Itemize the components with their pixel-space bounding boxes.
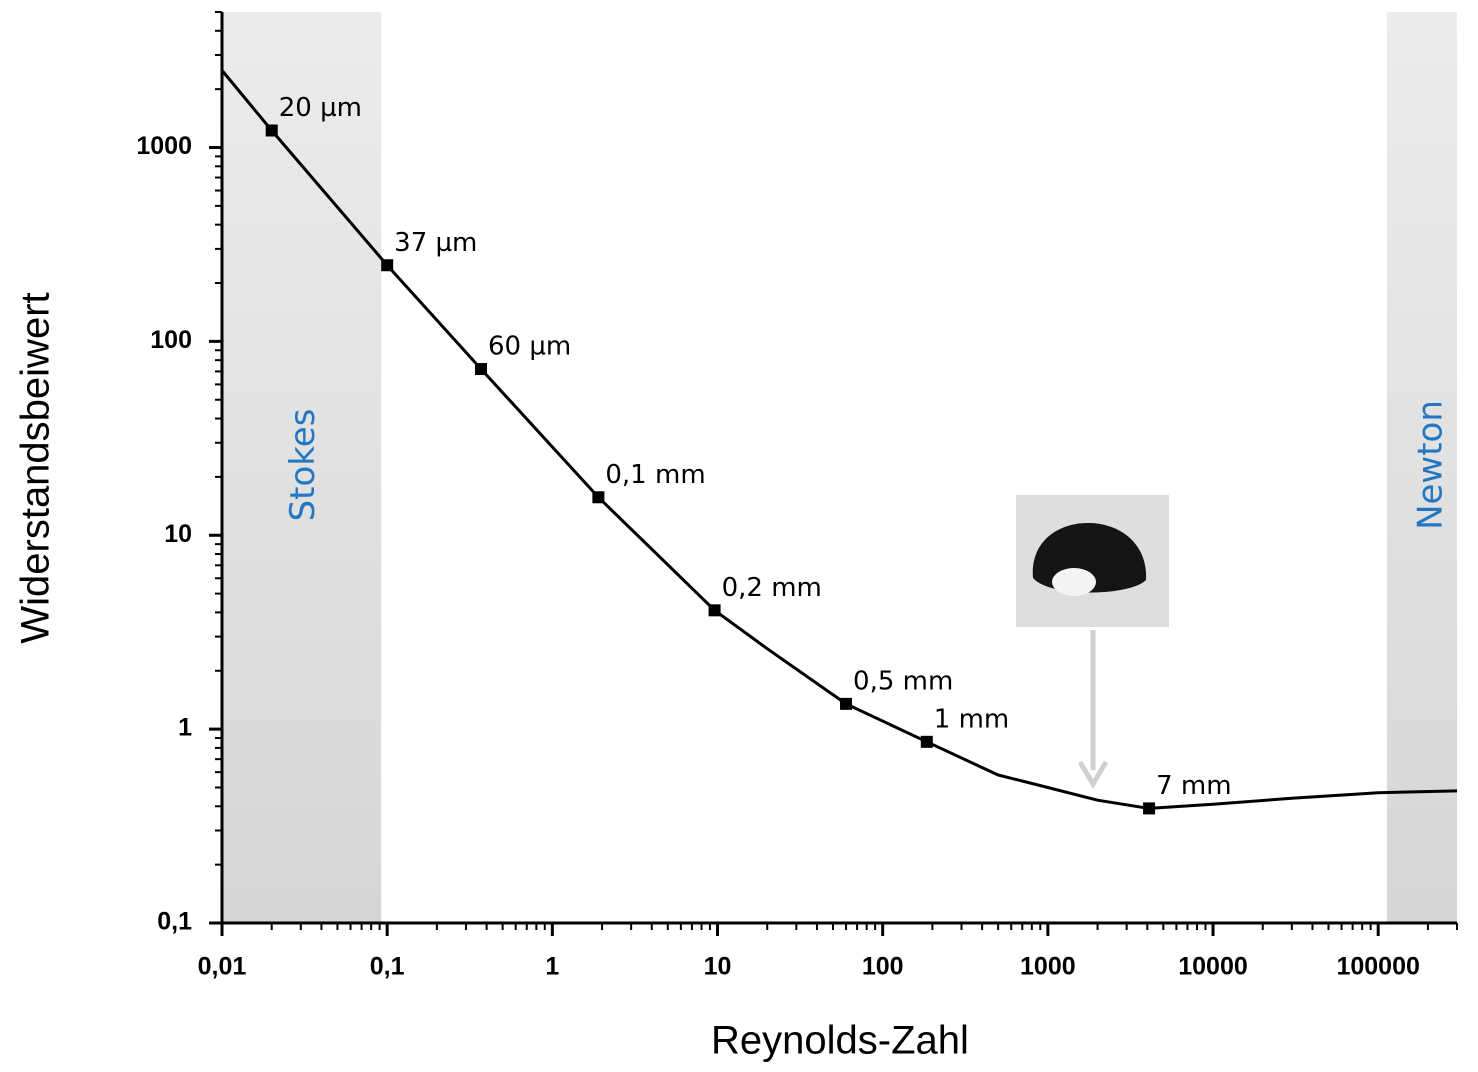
- x-axis-title: Reynolds-Zahl: [711, 1019, 969, 1063]
- point-marker: [592, 491, 605, 504]
- point-marker: [840, 697, 853, 710]
- x-tick-label: 10: [704, 953, 732, 981]
- point-marker: [708, 604, 721, 617]
- y-axis-title: Widerstandsbeiwert: [14, 292, 58, 643]
- point-marker: [920, 735, 933, 748]
- x-tick-label: 0,01: [198, 953, 247, 981]
- x-tick-label: 0,1: [370, 953, 405, 981]
- point-label: 37 µm: [394, 228, 477, 258]
- y-tick-label: 100: [150, 326, 192, 354]
- point-marker: [381, 259, 394, 272]
- point-marker: [265, 124, 278, 137]
- y-tick-label: 1000: [136, 132, 192, 160]
- point-marker: [475, 363, 488, 376]
- y-tick-label: 1: [178, 714, 192, 742]
- point-marker: [1143, 802, 1156, 815]
- y-tick-label: 0,1: [157, 908, 192, 936]
- x-tick-label: 100000: [1336, 953, 1419, 981]
- droplet-inset: [1016, 495, 1169, 789]
- region: [1386, 12, 1457, 923]
- point-label: 7 mm: [1156, 771, 1231, 801]
- point-label: 0,5 mm: [853, 666, 953, 696]
- x-tick-label: 100: [862, 953, 904, 981]
- y-tick-label: 10: [164, 520, 192, 548]
- region-label: Stokes: [283, 409, 323, 522]
- region-label: Newton: [1410, 400, 1450, 530]
- x-tick-label: 1: [545, 953, 559, 981]
- point-label: 0,1 mm: [605, 460, 705, 490]
- curve: [220, 69, 1458, 810]
- point-label: 20 µm: [279, 93, 362, 123]
- x-tick-label: 10000: [1178, 953, 1248, 981]
- point-label: 1 mm: [934, 704, 1009, 734]
- point-label: 60 µm: [488, 332, 571, 362]
- x-tick-label: 1000: [1020, 953, 1076, 981]
- point-label: 0,2 mm: [722, 573, 822, 603]
